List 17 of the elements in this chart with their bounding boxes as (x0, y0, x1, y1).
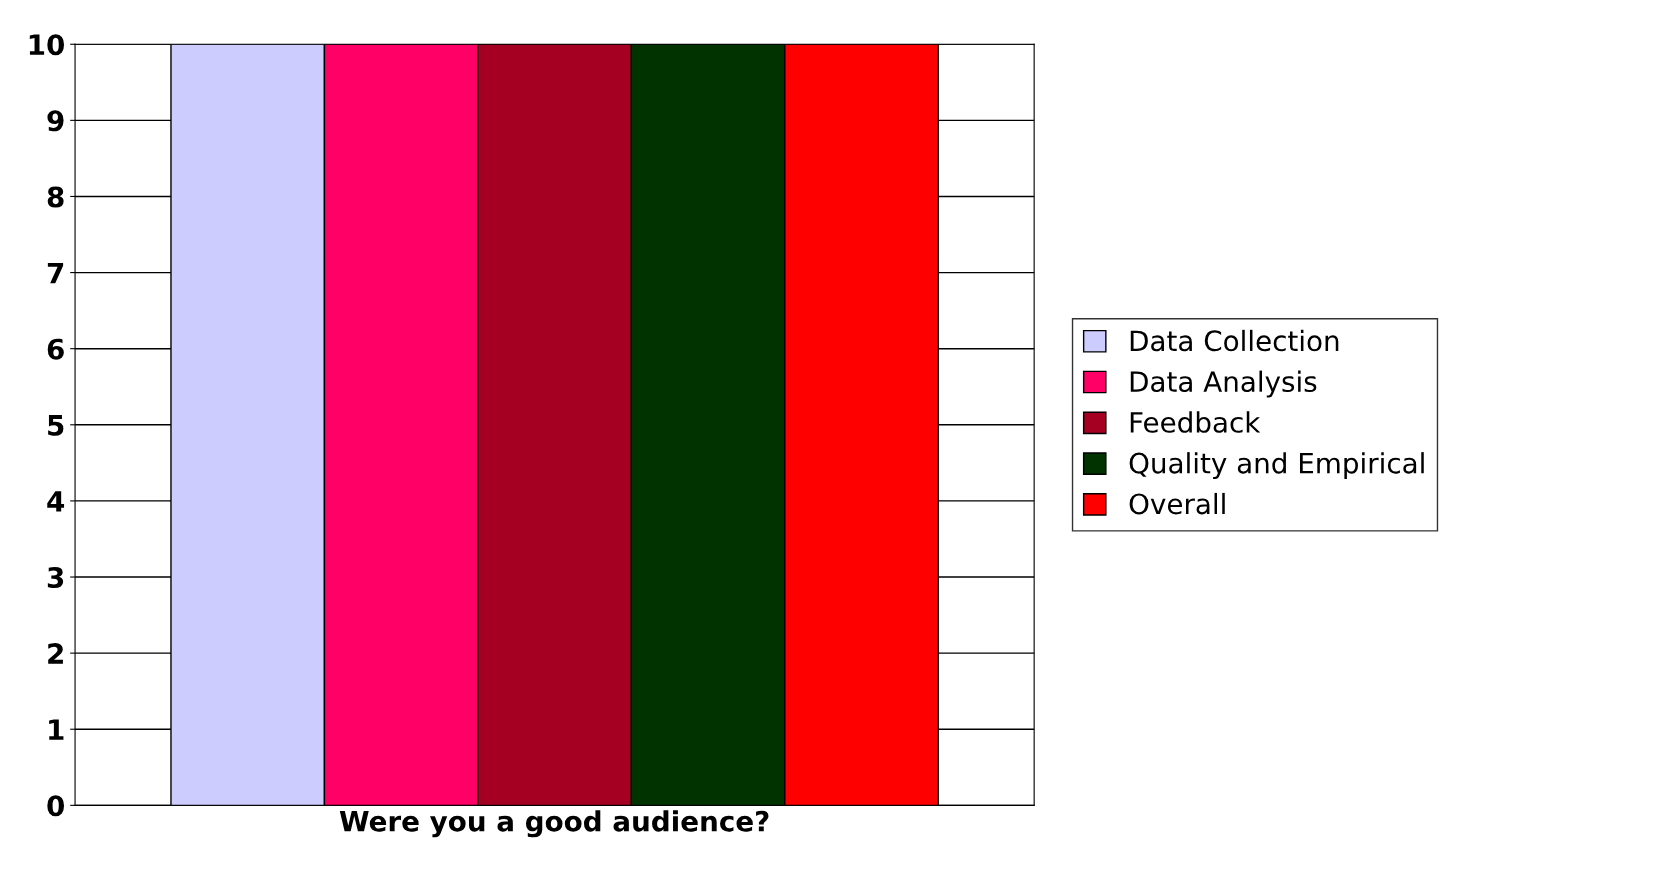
y-tick-label: 8 (47, 186, 64, 208)
legend-label: Feedback (1130, 411, 1261, 433)
legend-label: Overall (1129, 492, 1225, 515)
y-tick-label: 9 (47, 110, 64, 132)
y-tick-label: 3 (47, 566, 64, 588)
y-tick-label: 6 (47, 338, 64, 360)
y-tick-label: 5 (48, 415, 64, 436)
y-tick-label: 7 (47, 262, 64, 284)
y-tick-label: 1 (49, 719, 64, 740)
y-tick-label: 0 (47, 795, 65, 817)
y-tick-label: 2 (48, 643, 63, 664)
legend-label: Data Collection (1130, 329, 1339, 352)
x-tick-label: Were you a good audience? (339, 810, 769, 838)
legend-label: Quality and Empirical (1129, 452, 1424, 480)
y-tick-label: 4 (47, 491, 65, 512)
y-tick-label: 10 (29, 34, 65, 56)
legend-label: Data Analysis (1130, 370, 1317, 398)
